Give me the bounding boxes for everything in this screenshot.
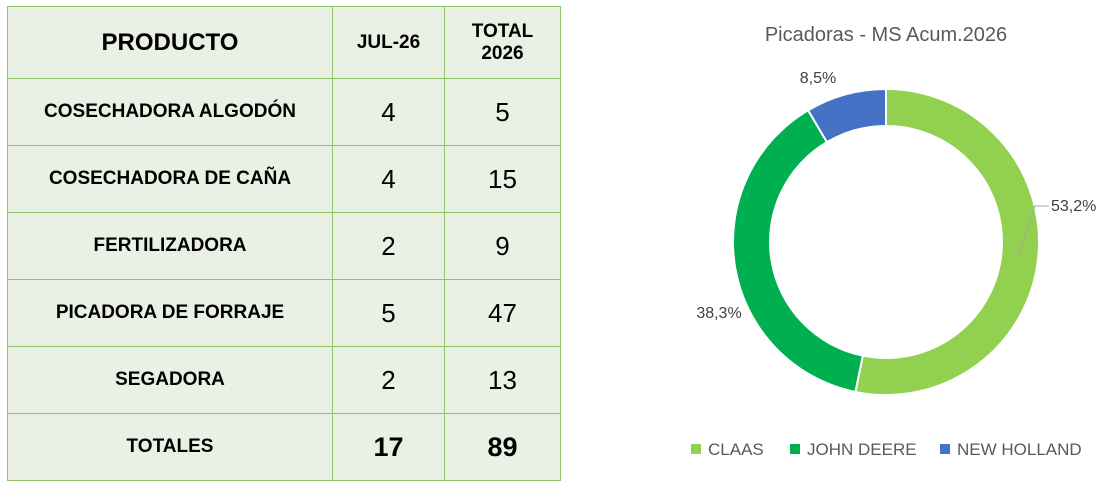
total-count: 13 — [444, 346, 561, 414]
legend-label-claas: CLAAS — [708, 440, 764, 459]
total-count: 9 — [444, 212, 561, 280]
table-row: COSECHADORA DE CAÑA 4 15 — [7, 145, 561, 213]
table-row: PICADORA DE FORRAJE 5 47 — [7, 279, 561, 347]
table-row: SEGADORA 2 13 — [7, 346, 561, 414]
total-count: 15 — [444, 145, 561, 213]
table-row: COSECHADORA ALGODÓN 4 5 — [7, 78, 561, 146]
legend-swatch-claas — [691, 444, 701, 454]
legend-item-john-deere: JOHN DEERE — [790, 440, 917, 459]
month-count: 2 — [332, 346, 445, 414]
totals-month: 17 — [332, 413, 445, 481]
total-count: 47 — [444, 279, 561, 347]
product-name: COSECHADORA DE CAÑA — [7, 145, 333, 213]
donut-chart: Picadoras - MS Acum.2026 53,2%38,3%8,5% … — [691, 24, 1096, 459]
month-count: 4 — [332, 78, 445, 146]
product-name: FERTILIZADORA — [7, 212, 333, 280]
legend-item-claas: CLAAS — [691, 440, 764, 459]
totals-row: TOTALES 17 89 — [7, 413, 561, 481]
totals-total: 89 — [444, 413, 561, 481]
chart-legend: CLAAS JOHN DEERE NEW HOLLAND — [691, 440, 1082, 459]
product-name: SEGADORA — [7, 346, 333, 414]
slice-claas — [854, 87, 1040, 396]
table-header-row: PRODUCTO JUL-26 TOTAL 2026 — [7, 6, 561, 79]
total-count: 5 — [444, 78, 561, 146]
legend-swatch-john-deere — [790, 444, 800, 454]
product-sales-table: PRODUCTO JUL-26 TOTAL 2026 COSECHADORA A… — [7, 6, 561, 481]
donut-slices — [732, 87, 1040, 396]
table-row: FERTILIZADORA 2 9 — [7, 212, 561, 280]
product-name: COSECHADORA ALGODÓN — [7, 78, 333, 146]
header-total: TOTAL 2026 — [444, 6, 561, 79]
month-count: 4 — [332, 145, 445, 213]
chart-title: Picadoras - MS Acum.2026 — [765, 24, 1007, 46]
legend-label-new-holland: NEW HOLLAND — [957, 440, 1082, 459]
month-count: 5 — [332, 279, 445, 347]
month-count: 2 — [332, 212, 445, 280]
slice-new-holland — [806, 87, 887, 144]
legend-label-john-deere: JOHN DEERE — [807, 440, 917, 459]
header-total-line2: 2026 — [481, 42, 524, 64]
header-month: JUL-26 — [332, 6, 445, 79]
header-total-line1: TOTAL — [471, 20, 534, 42]
header-product: PRODUCTO — [7, 6, 333, 79]
legend-item-new-holland: NEW HOLLAND — [940, 440, 1082, 459]
percent-label-new-holland: 8,5% — [800, 70, 836, 87]
percent-label-john-deere: 38,3% — [696, 305, 741, 322]
totals-label: TOTALES — [7, 413, 333, 481]
percent-label-claas: 53,2% — [1051, 198, 1096, 215]
legend-swatch-new-holland — [940, 444, 950, 454]
product-name: PICADORA DE FORRAJE — [7, 279, 333, 347]
label-leaders — [1017, 205, 1049, 255]
slice-john-deere — [732, 108, 865, 394]
leader-line-claas — [1017, 205, 1049, 255]
percent-labels: 53,2% 38,3% 8,5% — [696, 70, 1096, 322]
